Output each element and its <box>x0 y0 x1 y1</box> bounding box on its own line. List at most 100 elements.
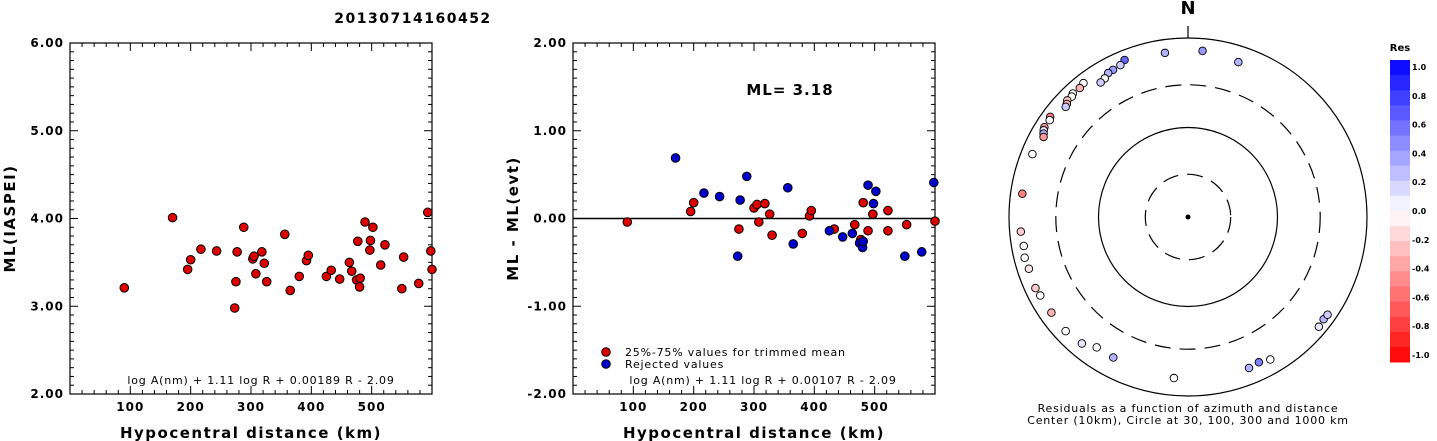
y-tick-label: 6.00 <box>30 36 64 50</box>
y-tick-label: 2.00 <box>30 387 64 401</box>
data-point <box>928 177 939 188</box>
x-tick-label: 300 <box>237 400 265 414</box>
data-point <box>261 276 272 287</box>
data-point <box>375 260 386 270</box>
colorbar-cell <box>1390 226 1410 242</box>
data-point <box>211 246 222 256</box>
colorbar-label: -1.0 <box>1412 351 1430 360</box>
ml-value-label: ML= 3.18 <box>746 81 833 99</box>
station-marker <box>1254 358 1264 367</box>
data-point <box>368 222 378 233</box>
x-tick-label: 500 <box>358 400 386 414</box>
x-axis-label: Hypocentral distance (km) <box>120 424 382 441</box>
data-point <box>732 251 743 262</box>
station-marker <box>1323 310 1332 319</box>
data-point <box>863 225 873 236</box>
station-marker <box>1234 57 1243 67</box>
station-marker <box>1116 60 1125 70</box>
data-point <box>782 182 793 193</box>
data-point <box>398 252 409 262</box>
data-point <box>182 264 193 275</box>
station-marker <box>1160 48 1170 58</box>
x-tick-label: 100 <box>116 400 144 414</box>
station-marker <box>1031 283 1040 293</box>
data-point <box>788 239 799 249</box>
data-point <box>734 224 744 234</box>
data-point <box>849 219 860 230</box>
ml-iaspei-panel: 100 200 300 400 500 2.00 3.00 4.00 5.00 6.00 Hypoc… <box>1 36 437 441</box>
data-point <box>868 209 878 219</box>
colorbar-label: 0.8 <box>1412 92 1427 101</box>
data-point <box>232 247 242 257</box>
y-tick-label: 3.00 <box>30 299 64 313</box>
data-point <box>119 283 130 293</box>
data-point <box>229 303 240 313</box>
station-marker <box>1028 149 1037 159</box>
data-point <box>167 212 178 223</box>
data-point <box>294 271 305 282</box>
polar-caption-2: Center (10km), Circle at 30, 100, 300 an… <box>1027 414 1349 427</box>
x-tick-label: 400 <box>800 400 828 414</box>
chart-title: 20130714160452 <box>334 11 491 27</box>
y-tick-label: 4.00 <box>30 212 64 226</box>
data-point <box>699 188 709 198</box>
colorbar-cell <box>1390 331 1410 348</box>
data-point <box>868 198 879 209</box>
data-point <box>858 236 869 247</box>
data-point <box>346 266 357 276</box>
center-marker <box>1185 214 1191 220</box>
data-point <box>413 278 424 289</box>
data-point <box>752 199 762 210</box>
colorbar-label: 0.6 <box>1412 121 1427 130</box>
station-marker <box>1092 343 1101 352</box>
data-point <box>871 186 881 197</box>
colorbar-label: -0.2 <box>1412 236 1430 245</box>
x-tick-label: 100 <box>619 400 647 414</box>
station-marker <box>1075 83 1085 93</box>
data-point <box>847 228 858 239</box>
colorbar-cell <box>1390 195 1410 212</box>
legend-marker <box>601 359 611 369</box>
data-point <box>670 153 681 163</box>
data-point <box>930 216 940 226</box>
data-point <box>251 268 261 279</box>
colorbar-label: 0.4 <box>1412 149 1427 158</box>
colorbar-cell <box>1390 165 1410 182</box>
ring-30km <box>1144 173 1232 261</box>
colorbar-cell <box>1390 256 1410 272</box>
north-label: N <box>1180 0 1195 19</box>
y-tick-label: -2.00 <box>527 387 567 401</box>
data-point <box>900 251 910 262</box>
colorbar-cell <box>1390 241 1410 257</box>
data-point <box>754 217 764 227</box>
colorbar-cell <box>1390 75 1410 91</box>
x-tick-label: 200 <box>177 400 205 414</box>
data-point <box>360 217 370 227</box>
plot-frame <box>69 42 433 395</box>
data-point <box>334 274 345 284</box>
y-tick-label: 0.00 <box>533 212 567 226</box>
x-tick-label: 400 <box>297 400 325 414</box>
station-marker <box>1020 253 1029 262</box>
colorbar-cell <box>1390 286 1410 303</box>
station-marker <box>1039 132 1048 142</box>
data-point <box>863 180 873 190</box>
colorbar-cell <box>1390 301 1410 318</box>
data-point <box>622 217 633 227</box>
formula-text: log A(nm) + 1.11 log R + 0.00189 R - 2.0… <box>127 374 394 387</box>
station-marker <box>1077 339 1087 348</box>
colorbar-label: -0.4 <box>1412 265 1430 274</box>
data-point <box>901 219 912 230</box>
data-point <box>425 246 436 256</box>
data-point <box>344 257 355 268</box>
station-marker <box>1016 227 1026 236</box>
data-point <box>185 254 196 265</box>
y-tick-label: -1.00 <box>527 299 567 313</box>
data-point <box>326 265 337 276</box>
polar-caption-1: Residuals as a function of azimuth and d… <box>1038 402 1339 415</box>
colorbar-label: -0.8 <box>1412 322 1430 331</box>
data-point <box>735 195 745 205</box>
station-marker <box>1061 102 1070 112</box>
station-marker <box>1169 373 1179 383</box>
